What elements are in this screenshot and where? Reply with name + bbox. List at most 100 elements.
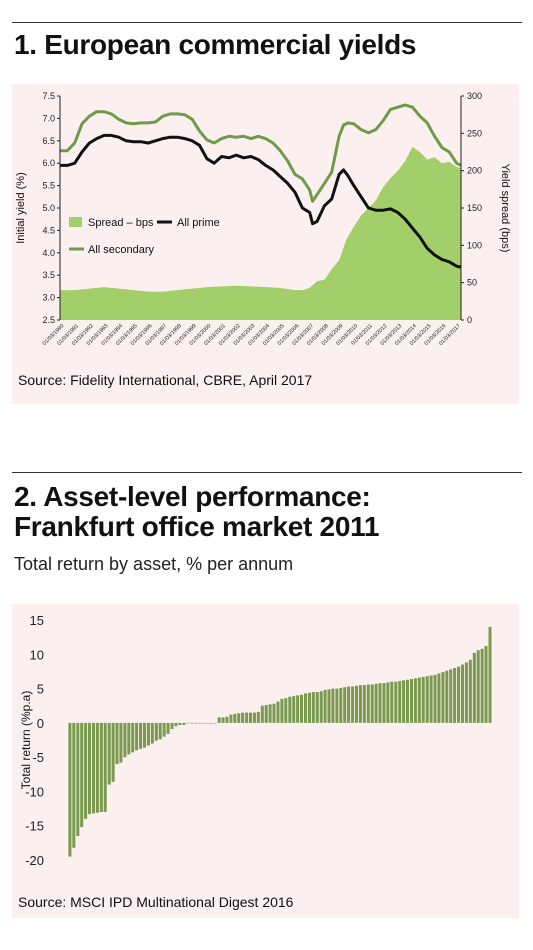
- return-bar: [174, 722, 178, 727]
- return-bar: [166, 722, 170, 734]
- return-bar: [264, 705, 268, 723]
- left-tick-label: 3.0: [42, 293, 55, 303]
- return-bar: [394, 681, 398, 723]
- left-tick-label: 5.0: [42, 203, 55, 213]
- return-bar: [319, 691, 323, 723]
- right-tick-label: 100: [467, 240, 482, 250]
- return-bar: [335, 688, 339, 723]
- left-tick-label: 6.0: [42, 158, 55, 168]
- return-bar: [95, 722, 99, 813]
- return-bar: [158, 722, 162, 740]
- return-bar: [84, 722, 88, 819]
- return-bar: [256, 711, 260, 723]
- y-tick-label: 0: [37, 716, 44, 731]
- right-tick-label: 0: [467, 315, 472, 325]
- return-bar: [272, 703, 276, 723]
- return-bar: [213, 722, 217, 724]
- return-bar: [461, 664, 465, 723]
- returns-chart: 15 10 5 0 -5 -10 -15 -20 Total return (%p.a): [19, 613, 492, 868]
- return-bar: [433, 674, 437, 723]
- return-bar: [209, 722, 213, 724]
- return-bar: [103, 722, 107, 812]
- return-bar: [225, 716, 229, 723]
- return-bar: [233, 713, 237, 723]
- y-tick-label: -5: [32, 750, 44, 765]
- return-bar: [374, 683, 378, 723]
- return-bar: [201, 722, 205, 724]
- return-bar: [284, 698, 288, 723]
- all-prime-line: [60, 133, 462, 269]
- chart2-source: Source: MSCI IPD Multinational Digest 20…: [18, 894, 294, 910]
- return-bar: [139, 722, 143, 749]
- return-bar: [390, 681, 394, 723]
- return-bar: [205, 722, 209, 724]
- y2-axis-title: Yield spread (bps): [499, 164, 511, 253]
- chart1-source: Source: Fidelity International, CBRE, Ap…: [18, 372, 313, 388]
- return-bar: [162, 722, 166, 737]
- return-bar: [480, 648, 484, 723]
- left-tick-label: 7.5: [42, 91, 55, 101]
- return-bar: [358, 685, 362, 723]
- return-bar: [351, 686, 355, 723]
- return-bar: [378, 683, 382, 723]
- return-bar: [370, 684, 374, 723]
- return-bar: [135, 722, 139, 751]
- yields-chart: 2.5 3.0 3.5 4.0 4.5 5.0 5.5 6.0 6.5 7.0 7.5 0 50 100 1…: [15, 91, 511, 347]
- left-tick-label: 3.5: [42, 270, 55, 280]
- spread-area: [60, 146, 461, 320]
- legend-secondary-label: All secondary: [88, 244, 155, 256]
- return-bar: [154, 722, 158, 741]
- chart1-title: 1. European commercial yields: [14, 29, 417, 60]
- return-bar: [315, 692, 319, 723]
- legend-prime-label: All prime: [177, 217, 220, 229]
- return-bar: [339, 687, 343, 723]
- return-bar: [437, 673, 441, 723]
- return-bar: [237, 713, 241, 723]
- return-bar: [241, 712, 245, 723]
- return-bar: [464, 662, 468, 723]
- return-bar: [252, 712, 256, 723]
- return-bar: [276, 701, 280, 723]
- return-bar: [296, 695, 300, 723]
- return-bar: [198, 722, 202, 724]
- y-tick-label: -15: [25, 819, 44, 834]
- return-bar: [178, 722, 182, 725]
- return-bar: [331, 688, 335, 723]
- right-tick-label: 300: [467, 91, 482, 101]
- return-bar: [119, 722, 123, 763]
- return-bar: [99, 722, 103, 812]
- return-bar: [347, 686, 351, 723]
- return-bar: [453, 668, 457, 723]
- return-bar: [131, 722, 135, 753]
- left-tick-label: 4.5: [42, 225, 55, 235]
- return-bar: [468, 659, 472, 723]
- return-bar: [445, 670, 449, 723]
- return-bar: [217, 717, 221, 723]
- return-bar: [123, 722, 127, 758]
- return-bar: [107, 722, 111, 785]
- y-tick-label: 10: [30, 647, 44, 662]
- return-bar: [398, 681, 402, 723]
- right-tick-label: 150: [467, 203, 482, 213]
- y-tick-label: 15: [30, 613, 44, 628]
- left-tick-label: 7.0: [42, 113, 55, 123]
- return-bar: [457, 666, 461, 723]
- return-bar: [323, 689, 327, 723]
- return-bar: [311, 692, 315, 723]
- chart2-title-line2: Frankfurt office market 2011: [14, 511, 380, 542]
- return-bar: [441, 672, 445, 723]
- return-bar: [410, 679, 414, 723]
- return-bar: [327, 689, 331, 723]
- return-bar: [115, 722, 119, 764]
- y-axis-title: Initial yield (%): [15, 172, 27, 244]
- return-bar: [382, 683, 386, 723]
- return-bar: [268, 704, 272, 723]
- left-tick-label: 2.5: [42, 315, 55, 325]
- return-bar: [249, 712, 253, 723]
- section1-top-rule: [12, 22, 522, 23]
- return-bar: [288, 696, 292, 723]
- left-tick-label: 4.0: [42, 248, 55, 258]
- return-bar: [68, 722, 72, 857]
- all-secondary-line: [60, 103, 462, 203]
- return-bar: [366, 684, 370, 723]
